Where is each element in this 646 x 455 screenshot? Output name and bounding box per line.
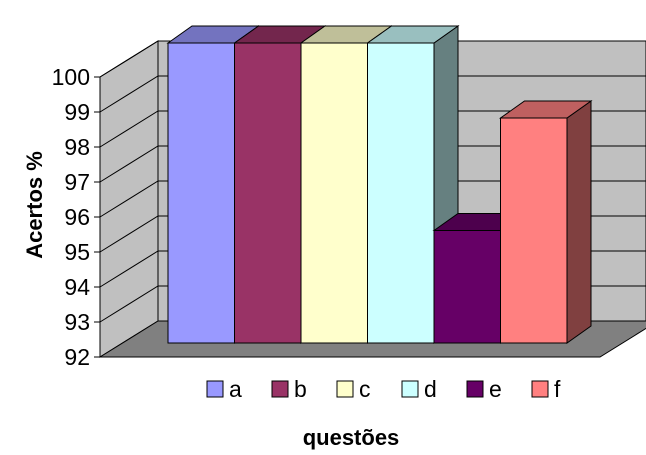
y-tick-label: 99 bbox=[64, 99, 90, 125]
bar-side bbox=[566, 100, 592, 344]
y-axis-title: Acertos % bbox=[22, 151, 47, 259]
legend-swatch-c bbox=[336, 380, 354, 398]
y-tick-label: 92 bbox=[64, 344, 90, 370]
gridline bbox=[99, 180, 646, 218]
bar-front bbox=[234, 42, 302, 344]
legend-label-a: a bbox=[229, 376, 242, 402]
y-tick-label: 95 bbox=[64, 239, 90, 265]
bar-front bbox=[367, 42, 435, 344]
bars bbox=[166, 25, 593, 344]
gridline bbox=[99, 145, 646, 183]
legend-label-b: b bbox=[294, 376, 307, 402]
bar-front bbox=[500, 117, 568, 344]
x-axis-title: questões bbox=[303, 425, 400, 450]
y-axis-ticks: 92 93 94 95 96 97 98 99 100 bbox=[52, 64, 101, 370]
y-tick-label: 94 bbox=[64, 274, 90, 300]
bar-front bbox=[300, 42, 368, 344]
y-tick-label: 96 bbox=[64, 204, 90, 230]
bar-f bbox=[498, 100, 593, 344]
y-tick-label: 98 bbox=[64, 134, 90, 160]
bar-front bbox=[433, 230, 501, 344]
legend-swatch-a bbox=[206, 380, 224, 398]
y-tick-label: 97 bbox=[64, 169, 90, 195]
legend: a b c d e f bbox=[206, 376, 561, 402]
legend-label-d: d bbox=[424, 376, 437, 402]
y-tick-label: 93 bbox=[64, 309, 90, 335]
legend-swatch-f bbox=[531, 380, 549, 398]
y-tick-label: 100 bbox=[52, 64, 90, 90]
gridline bbox=[99, 110, 646, 148]
bar-front bbox=[167, 42, 235, 344]
gridline bbox=[99, 40, 646, 78]
legend-label-f: f bbox=[554, 376, 561, 402]
legend-swatch-d bbox=[401, 380, 419, 398]
legend-label-e: e bbox=[489, 376, 502, 402]
legend-label-c: c bbox=[359, 376, 371, 402]
legend-swatch-e bbox=[466, 380, 484, 398]
gridline bbox=[99, 75, 646, 113]
legend-swatch-b bbox=[271, 380, 289, 398]
